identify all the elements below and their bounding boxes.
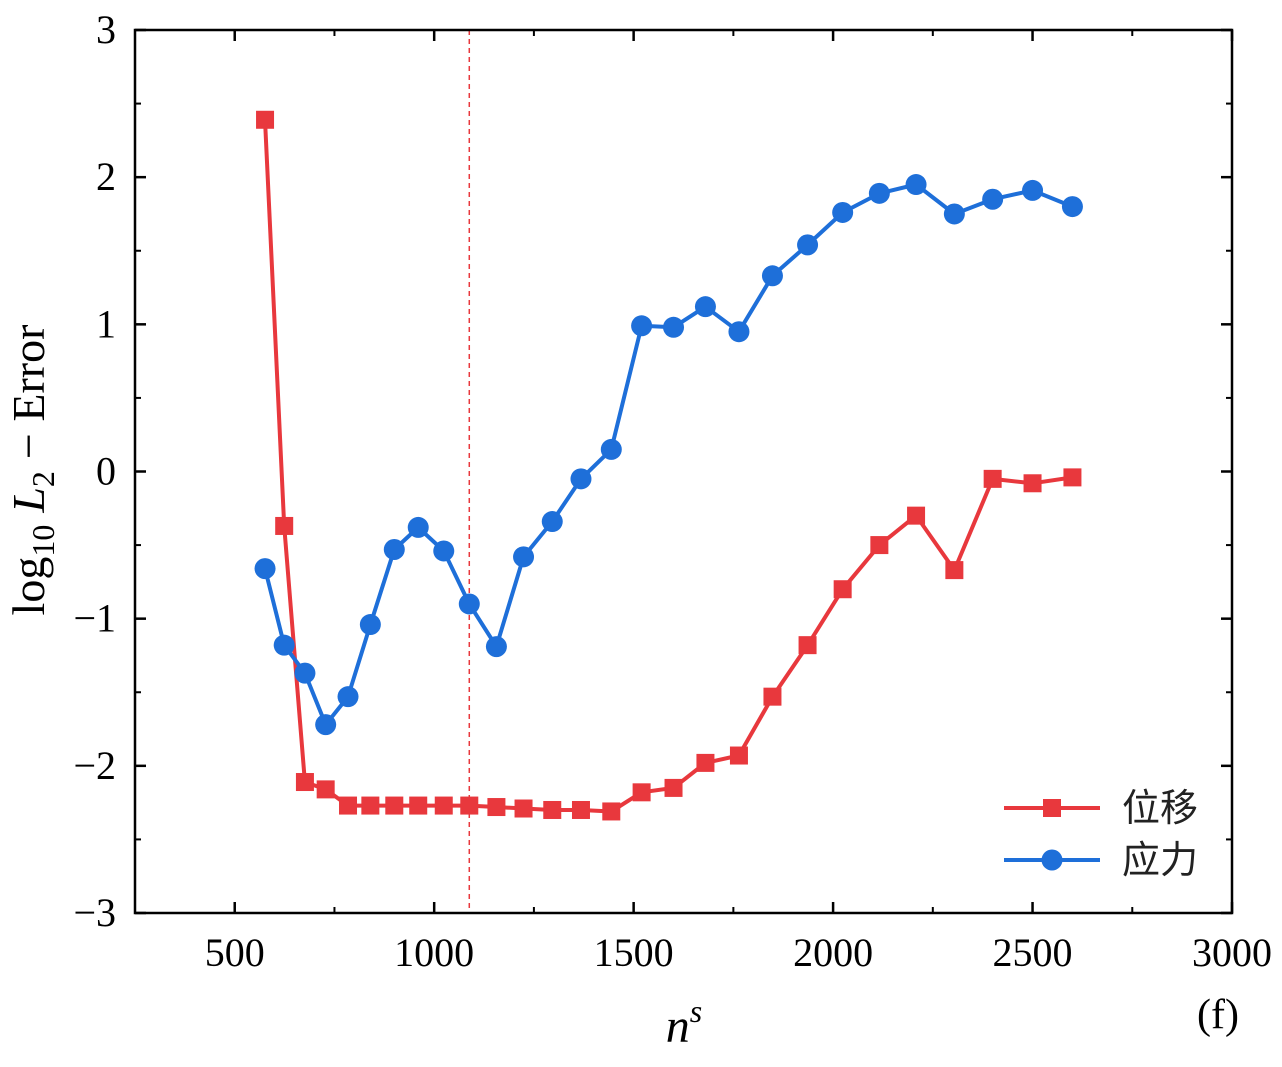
data-point	[460, 796, 479, 815]
data-point	[385, 796, 404, 815]
data-point	[1022, 179, 1044, 201]
tick-labels: 500 1000 1500 2000 2500 3000 −3 −2 −1 0 1 2 3	[73, 7, 1272, 975]
data-point	[541, 511, 563, 533]
x-tick-label: 2000	[793, 930, 873, 975]
y-tick-label: 2	[96, 154, 116, 199]
x-axis-label: ns	[666, 993, 702, 1053]
y-tick-label: −1	[73, 596, 116, 641]
y-axis-label: log10L2− Error	[3, 325, 61, 616]
data-point	[254, 558, 276, 580]
panel-label: (f)	[1197, 992, 1239, 1038]
data-point	[256, 110, 275, 129]
y-tick-label: −2	[73, 743, 116, 788]
data-point	[797, 234, 819, 256]
data-point	[315, 714, 337, 736]
data-point	[632, 783, 651, 802]
y-tick-label: 3	[96, 7, 116, 52]
data-point	[275, 516, 294, 535]
data-point	[407, 516, 429, 538]
data-point	[359, 614, 381, 636]
data-point	[631, 315, 653, 337]
data-point	[663, 316, 685, 338]
data-point	[361, 796, 380, 815]
data-point	[1023, 474, 1042, 493]
data-point	[487, 798, 506, 817]
data-point	[570, 468, 592, 490]
data-point	[798, 636, 817, 655]
axis-ticks	[135, 28, 1234, 915]
legend-label: 应力	[1122, 838, 1198, 882]
data-point	[696, 753, 715, 772]
data-point	[337, 686, 359, 708]
x-tick-label: 500	[205, 930, 265, 975]
data-point	[1063, 468, 1082, 487]
data-point	[434, 796, 453, 815]
plot-marks	[254, 30, 1083, 913]
data-point	[982, 188, 1004, 210]
y-tick-label: −3	[73, 890, 116, 935]
y-tick-label: 0	[96, 449, 116, 494]
series-line	[263, 119, 1073, 814]
data-point	[907, 506, 926, 525]
data-point	[763, 687, 782, 706]
data-point	[870, 536, 889, 555]
data-point	[868, 182, 890, 204]
x-tick-label: 1000	[394, 930, 474, 975]
data-point	[943, 203, 965, 225]
data-point	[571, 800, 590, 819]
data-point	[728, 321, 750, 343]
series-2	[254, 174, 1083, 736]
data-point	[729, 746, 748, 765]
data-point	[543, 800, 562, 819]
data-point	[945, 561, 964, 580]
data-point	[294, 662, 316, 684]
data-point	[316, 780, 335, 799]
data-point	[513, 546, 535, 568]
x-tick-label: 2500	[993, 930, 1073, 975]
x-tick-label: 1500	[594, 930, 674, 975]
legend-marker	[1043, 799, 1061, 817]
legend-label: 位移	[1122, 786, 1198, 830]
data-point	[514, 799, 533, 818]
data-point	[458, 593, 480, 615]
data-point	[600, 438, 622, 460]
y-tick-label: 1	[96, 301, 116, 346]
data-point	[905, 174, 927, 196]
data-point	[832, 201, 854, 223]
data-point	[295, 773, 314, 792]
data-point	[833, 580, 852, 599]
data-point	[1061, 196, 1083, 218]
data-point	[761, 265, 783, 287]
data-point	[602, 802, 621, 821]
x-tick-label: 3000	[1192, 930, 1272, 975]
series-line	[263, 182, 1074, 727]
data-point	[339, 796, 358, 815]
data-point	[273, 634, 295, 656]
data-point	[409, 796, 428, 815]
data-point	[694, 296, 716, 318]
legend-marker	[1041, 849, 1063, 871]
data-point	[983, 469, 1002, 488]
data-point	[383, 538, 405, 560]
series-1	[256, 110, 1082, 821]
data-point	[485, 636, 507, 658]
data-point	[664, 778, 683, 797]
data-point	[433, 540, 455, 562]
